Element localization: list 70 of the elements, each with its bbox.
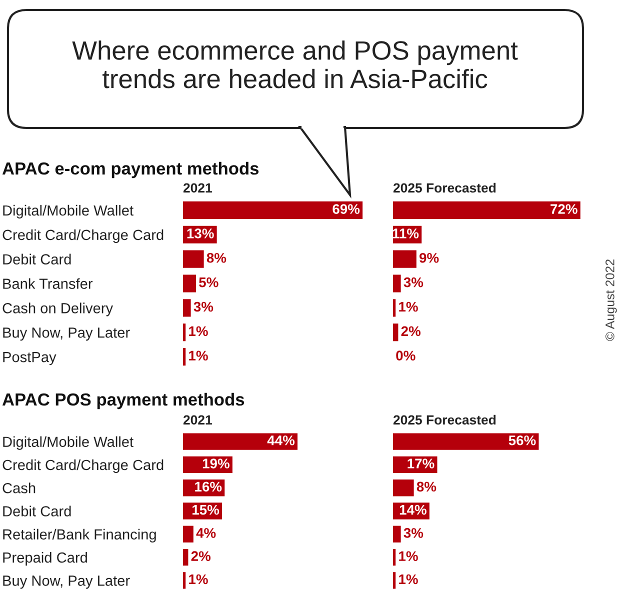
chart-subtitle: 2021 [183, 183, 212, 193]
bar [183, 526, 194, 542]
y-tick-label: Retailer/Bank Financing [3, 528, 156, 542]
bar [393, 201, 580, 220]
data-label: 72% [550, 204, 578, 214]
data-label: 3% [404, 528, 424, 538]
bar [393, 299, 396, 317]
y-tick-label: Debit Card [3, 506, 71, 516]
y-tick-label: Prepaid Card [3, 552, 87, 566]
data-label: 5% [199, 277, 218, 288]
bar [183, 324, 186, 342]
chart-subtitle: 2025 Forecasted [393, 414, 496, 425]
bar [183, 348, 186, 366]
bar [183, 274, 196, 292]
bar [393, 274, 401, 292]
data-label: 3% [404, 277, 424, 288]
data-label: 1% [189, 574, 208, 584]
bar [183, 572, 186, 589]
data-label: 14% [400, 504, 426, 515]
bar [183, 433, 298, 450]
chart-title: APAC POS payment methods [2, 392, 244, 410]
y-tick-label: Buy Now, Pay Later [3, 576, 130, 589]
y-tick-label: Cash on Delivery [2, 302, 114, 316]
data-label: 8% [206, 252, 226, 263]
data-label: 56% [508, 435, 536, 446]
bar [393, 548, 396, 566]
data-label: 44% [267, 436, 295, 446]
y-tick-label: Bank Transfer [3, 278, 93, 289]
bar [393, 250, 416, 268]
data-label: 11% [392, 228, 419, 238]
bar [393, 526, 401, 542]
y-tick-label: PostPay [3, 352, 56, 366]
bar [183, 548, 188, 566]
y-tick-label: Buy Now, Pay Later [3, 328, 130, 341]
data-label: 4% [196, 528, 216, 538]
text: © August 2022 [606, 260, 617, 341]
y-tick-label: Credit Card/Charge Card [2, 459, 164, 474]
data-label: 0% [396, 350, 416, 361]
bar [183, 250, 204, 268]
data-label: 3% [194, 302, 214, 312]
bar [183, 201, 363, 220]
data-label: 69% [332, 204, 360, 214]
data-label: 15% [192, 504, 220, 515]
y-tick-label: Credit Card/Charge Card [2, 229, 164, 243]
bar [393, 324, 398, 342]
chart-title: APAC e-com payment methods [2, 162, 259, 178]
data-label: 1% [189, 350, 208, 360]
y-tick-label: Debit Card [3, 254, 71, 264]
text: Where ecommerce and POS payment trends are headed in Asia-Pacific [72, 40, 518, 88]
data-label: 1% [189, 326, 208, 336]
chart-subtitle: 2021 [183, 415, 212, 425]
bar [393, 433, 539, 450]
bar [183, 299, 191, 317]
bar [393, 480, 414, 496]
data-label: 1% [399, 302, 418, 312]
bar [393, 572, 396, 589]
data-label: 9% [420, 252, 439, 263]
data-label: 2% [191, 551, 211, 561]
chart-subtitle: 2025 Forecasted [393, 182, 496, 193]
data-label: 19% [202, 458, 230, 468]
data-label: 16% [195, 482, 222, 492]
data-label: 2% [401, 326, 421, 336]
data-label: 1% [399, 551, 418, 561]
data-label: 1% [399, 574, 418, 584]
data-label: 8% [416, 482, 436, 492]
y-tick-label: Digital/Mobile Wallet [3, 436, 134, 450]
y-tick-label: Cash [2, 482, 36, 494]
data-label: 13% [187, 228, 214, 238]
y-tick-label: Digital/Mobile Wallet [3, 204, 134, 219]
data-label: 17% [408, 458, 434, 468]
